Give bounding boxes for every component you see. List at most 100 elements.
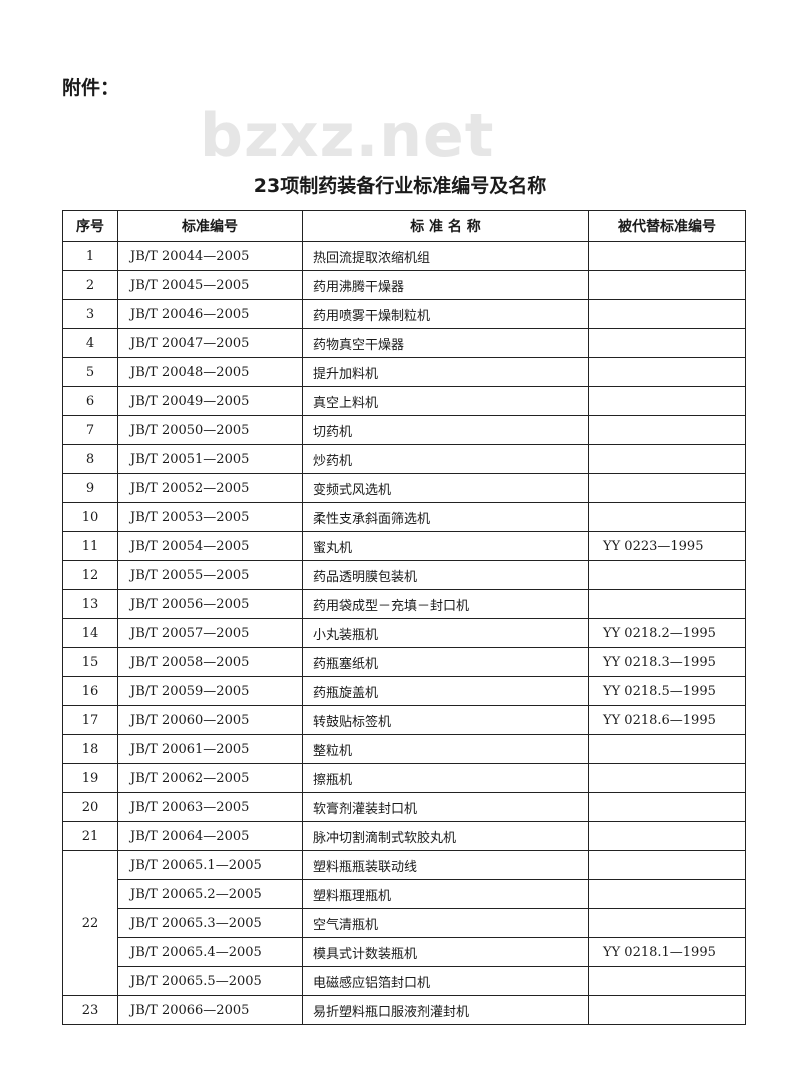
standard-code: JB/T 20065.2—2005 <box>117 879 303 909</box>
replaced-code: YY 0218.5—1995 <box>588 676 746 706</box>
row-number: 14 <box>62 618 118 648</box>
table-row: 18 JB/T 20061—2005 整粒机 <box>62 734 746 764</box>
standards-table: 序号 标准编号 标 准 名 称 被代替标准编号 1 JB/T 20044—2005… <box>62 210 746 1025</box>
row-number: 4 <box>62 328 118 358</box>
standard-name: 软膏剂灌装封口机 <box>302 792 589 822</box>
replaced-code <box>588 560 746 590</box>
standard-name: 易折塑料瓶口服液剂灌封机 <box>302 995 589 1025</box>
standard-code: JB/T 20059—2005 <box>117 676 303 706</box>
replaced-code: YY 0218.1—1995 <box>588 937 746 967</box>
table-row: JB/T 20065.4—2005 模具式计数装瓶机 YY 0218.1—1995 <box>63 937 746 967</box>
table-row: 14 JB/T 20057—2005 小丸装瓶机 YY 0218.2—1995 <box>62 618 746 648</box>
table-row: JB/T 20065.5—2005 电磁感应铝箔封口机 <box>63 966 746 996</box>
replaced-code <box>588 299 746 329</box>
standard-code: JB/T 20057—2005 <box>117 618 303 648</box>
table-row: 8 JB/T 20051—2005 炒药机 <box>62 444 746 474</box>
replaced-code <box>588 966 746 996</box>
table-row: 7 JB/T 20050—2005 切药机 <box>62 415 746 445</box>
row-number: 12 <box>62 560 118 590</box>
standard-code: JB/T 20065.5—2005 <box>117 966 303 996</box>
standard-name: 药用沸腾干燥器 <box>302 270 589 300</box>
table-row: 17 JB/T 20060—2005 转鼓贴标签机 YY 0218.6—1995 <box>62 705 746 735</box>
replaced-code <box>588 879 746 909</box>
standard-code: JB/T 20054—2005 <box>117 531 303 561</box>
replaced-code <box>588 357 746 387</box>
row-number: 5 <box>62 357 118 387</box>
header-name: 标 准 名 称 <box>302 210 589 242</box>
standard-name: 真空上料机 <box>302 386 589 416</box>
table-row: 22 JB/T 20065.1—2005 塑料瓶瓶装联动线 <box>62 850 746 996</box>
row-number: 20 <box>62 792 118 822</box>
standard-name: 柔性支承斜面筛选机 <box>302 502 589 532</box>
standard-code: JB/T 20053—2005 <box>117 502 303 532</box>
table-row: 16 JB/T 20059—2005 药瓶旋盖机 YY 0218.5—1995 <box>62 676 746 706</box>
replaced-code <box>588 589 746 619</box>
standard-code: JB/T 20045—2005 <box>117 270 303 300</box>
row-number: 8 <box>62 444 118 474</box>
row-number: 18 <box>62 734 118 764</box>
replaced-code: YY 0223—1995 <box>588 531 746 561</box>
table-row: 9 JB/T 20052—2005 变频式风选机 <box>62 473 746 503</box>
row-number: 2 <box>62 270 118 300</box>
replaced-code <box>588 792 746 822</box>
standard-name: 药瓶旋盖机 <box>302 676 589 706</box>
row-number: 19 <box>62 763 118 793</box>
standard-code: JB/T 20065.3—2005 <box>117 908 303 938</box>
standard-code: JB/T 20065.1—2005 <box>117 850 303 880</box>
replaced-code <box>588 763 746 793</box>
standard-code: JB/T 20048—2005 <box>117 357 303 387</box>
table-row: 11 JB/T 20054—2005 蜜丸机 YY 0223—1995 <box>62 531 746 561</box>
row-number: 9 <box>62 473 118 503</box>
replaced-code <box>588 241 746 271</box>
table-row: 19 JB/T 20062—2005 擦瓶机 <box>62 763 746 793</box>
standard-code: JB/T 20049—2005 <box>117 386 303 416</box>
row-number: 22 <box>62 850 118 996</box>
standard-code: JB/T 20060—2005 <box>117 705 303 735</box>
standard-name: 塑料瓶理瓶机 <box>302 879 589 909</box>
replaced-code <box>588 415 746 445</box>
replaced-code <box>588 502 746 532</box>
row-number: 16 <box>62 676 118 706</box>
table-row: 1 JB/T 20044—2005 热回流提取浓缩机组 <box>62 241 746 271</box>
standard-name: 模具式计数装瓶机 <box>302 937 589 967</box>
standard-name: 转鼓贴标签机 <box>302 705 589 735</box>
standard-name: 药用袋成型－充填－封口机 <box>302 589 589 619</box>
standard-code: JB/T 20064—2005 <box>117 821 303 851</box>
table-header: 序号 标准编号 标 准 名 称 被代替标准编号 <box>62 210 746 242</box>
table-row: 15 JB/T 20058—2005 药瓶塞纸机 YY 0218.3—1995 <box>62 647 746 677</box>
table-row: 4 JB/T 20047—2005 药物真空干燥器 <box>62 328 746 358</box>
attachment-label: 附件： <box>62 77 120 99</box>
standard-name: 炒药机 <box>302 444 589 474</box>
standard-code: JB/T 20051—2005 <box>117 444 303 474</box>
standard-code: JB/T 20066—2005 <box>117 995 303 1025</box>
row-number: 1 <box>62 241 118 271</box>
row-number: 17 <box>62 705 118 735</box>
header-code: 标准编号 <box>117 210 303 242</box>
watermark: bzxz.net <box>200 101 495 171</box>
standard-code: JB/T 20046—2005 <box>117 299 303 329</box>
header-no: 序号 <box>62 210 118 242</box>
standard-name: 小丸装瓶机 <box>302 618 589 648</box>
standard-code: JB/T 20058—2005 <box>117 647 303 677</box>
table-row: 20 JB/T 20063—2005 软膏剂灌装封口机 <box>62 792 746 822</box>
document-title: 23项制药装备行业标准编号及名称 <box>253 175 547 197</box>
standard-code: JB/T 20047—2005 <box>117 328 303 358</box>
standard-name: 整粒机 <box>302 734 589 764</box>
header-replaced: 被代替标准编号 <box>588 210 746 242</box>
standard-code: JB/T 20044—2005 <box>117 241 303 271</box>
standard-name: 空气清瓶机 <box>302 908 589 938</box>
standard-name: 药用喷雾干燥制粒机 <box>302 299 589 329</box>
standard-code: JB/T 20055—2005 <box>117 560 303 590</box>
standard-code: JB/T 20052—2005 <box>117 473 303 503</box>
replaced-code <box>588 386 746 416</box>
standard-name: 塑料瓶瓶装联动线 <box>302 850 589 880</box>
standard-code: JB/T 20050—2005 <box>117 415 303 445</box>
standard-name: 蜜丸机 <box>302 531 589 561</box>
row-number: 15 <box>62 647 118 677</box>
table-row: JB/T 20065.2—2005 塑料瓶理瓶机 <box>63 879 746 909</box>
replaced-code: YY 0218.6—1995 <box>588 705 746 735</box>
replaced-code: YY 0218.2—1995 <box>588 618 746 648</box>
replaced-code <box>588 821 746 851</box>
table-row: 2 JB/T 20045—2005 药用沸腾干燥器 <box>62 270 746 300</box>
table-row: 3 JB/T 20046—2005 药用喷雾干燥制粒机 <box>62 299 746 329</box>
